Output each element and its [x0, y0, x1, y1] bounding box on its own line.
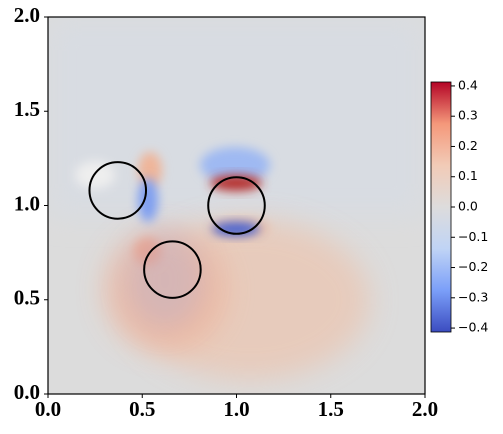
- colorbar-tick-label: 0.4: [458, 77, 478, 92]
- colorbar-tick-label: −0.1: [458, 229, 488, 244]
- x-tick-label: 2.0: [412, 397, 438, 421]
- colorbar-tick-label: 0.1: [458, 168, 478, 183]
- colorbar-tick-label: 0.2: [458, 138, 478, 153]
- field: [48, 17, 425, 394]
- x-tick-label: 0.5: [129, 397, 155, 421]
- y-tick-label: 1.5: [14, 97, 40, 121]
- colorbar-tick-label: −0.3: [458, 289, 488, 304]
- y-tick-label: 2.0: [14, 3, 40, 27]
- colorbar: [430, 81, 452, 333]
- colorbar-tick-label: −0.2: [458, 259, 488, 274]
- cylinder: [207, 176, 266, 235]
- y-tick-label: 1.0: [14, 191, 40, 215]
- cylinder: [143, 240, 202, 299]
- x-tick-label: 0.0: [35, 397, 61, 421]
- y-tick-label: 0.0: [14, 380, 40, 404]
- y-tick-label: 0.5: [14, 286, 40, 310]
- x-tick-label: 1.5: [318, 397, 344, 421]
- colorbar-tick-label: 0.3: [458, 108, 478, 123]
- x-tick-label: 1.0: [223, 397, 249, 421]
- colorbar-tick-label: −0.4: [458, 320, 488, 335]
- colorbar-tick-label: 0.0: [458, 199, 478, 214]
- cylinder: [88, 161, 148, 220]
